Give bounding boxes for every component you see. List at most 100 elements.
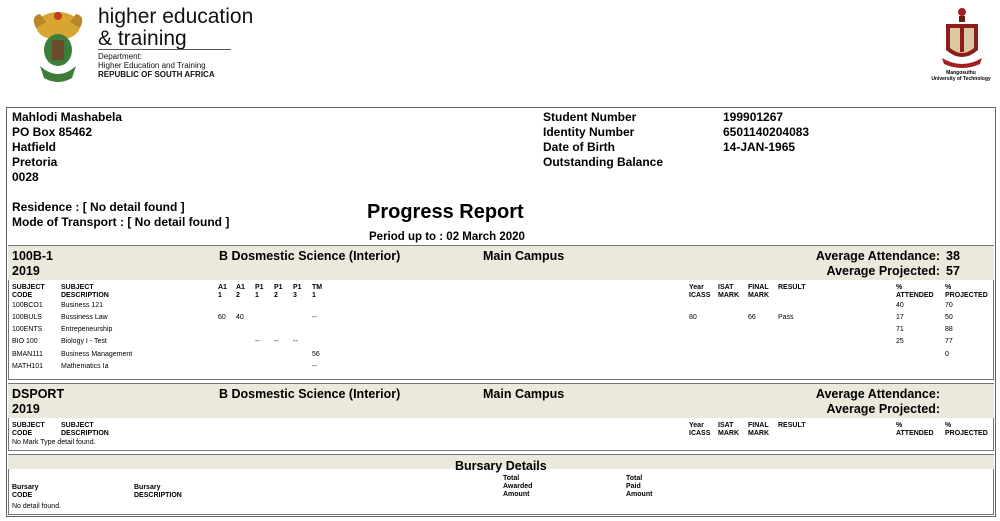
university-name-line-1: Mangosuthu [946,70,976,76]
col-p1-1-n: 1 [255,292,259,299]
cell-year: 80 [689,314,697,321]
report-period: Period up to : 02 March 2020 [369,231,525,243]
programme-band-1 [8,246,994,280]
cell-desc: Business 121 [61,302,104,309]
col-projected: % [945,284,952,291]
coat-of-arms-logo [33,12,83,82]
col-isat: ISAT [718,422,734,429]
col-isat-2: MARK [718,292,739,299]
cell-code: 100BULS [12,314,42,321]
cell-code: 100ENTS [12,326,43,333]
avg-projected-label-2: Average Projected: [826,402,940,416]
campus-name: Main Campus [483,249,565,263]
awarded-header: Total [503,475,520,482]
campus-name-2: Main Campus [483,387,565,401]
outstanding-balance [723,155,809,170]
cell-desc: Biology I - Test [61,338,107,345]
dhet-department: Department: Higher Education and Trainin… [98,52,215,79]
cell-proj: 70 [945,302,953,309]
postal-code: 0028 [12,170,39,184]
cell-p1b: -- [274,338,279,345]
cell-att: 17 [896,314,904,321]
col-year-2: ICASS [689,430,711,437]
col-attended: % [896,284,903,291]
cell-tm: -- [312,363,317,370]
col-result: RESULT [778,422,806,429]
brand-line-2: & training [98,27,187,50]
report-title: Progress Report [367,201,524,223]
avg-attendance-label-2: Average Attendance: [815,387,940,401]
programme-name-2: B Dosmestic Science (Interior) [219,387,401,401]
cell-desc: Business Management [61,351,133,358]
identity-number: 6501140204083 [723,125,810,139]
cell-p1a: -- [255,338,260,345]
bursary-band [8,455,994,469]
cell-att: 40 [896,302,904,309]
programme-code-2: DSPORT [12,387,65,401]
university-name: Mangosuthu University of Technology [926,70,996,82]
cell-desc: Bussiness Law [61,314,108,321]
col-isat-2: MARK [718,430,739,437]
col-a1-2: A1 [236,284,245,291]
address-line-2: Hatfield [12,140,57,154]
label-student-number: Student Number [543,110,637,124]
cell-code: 100BCO1 [12,302,43,309]
col-a1-1-n: 1 [218,292,222,299]
col-final: FINAL [748,422,769,429]
col-p1-2: P1 [274,284,283,291]
bursary-desc-header-2: DESCRIPTION [134,492,182,499]
cell-proj: 0 [945,351,949,358]
cell-code: BIO 100 [12,338,38,345]
paid-header: Total [626,475,643,482]
programme-name: B Dosmestic Science (Interior) [219,249,401,263]
paid-header-2: Paid [626,483,641,490]
cell-proj: 50 [945,314,953,321]
label-outstanding-balance: Outstanding Balance [543,155,664,169]
university-name-line-2: University of Technology [931,76,991,82]
col-isat: ISAT [718,284,734,291]
avg-projected-label: Average Projected: [826,264,940,278]
cell-desc: Mathematics Ia [61,363,109,370]
programme-year-2: 2019 [12,402,40,416]
col-final-2: MARK [748,292,769,299]
col-projected-2: PROJECTED [945,292,988,299]
cell-result: Pass [778,314,794,321]
bursary-block [8,454,994,515]
avg-attendance-value: 38 [946,249,960,263]
cell-code: MATH101 [12,363,43,370]
avg-attendance-label: Average Attendance: [815,249,940,263]
col-p1-2-n: 2 [274,292,278,299]
cell-proj: 77 [945,338,953,345]
programme-year: 2019 [12,264,40,278]
col-final: FINAL [748,284,769,291]
cell-att: 71 [896,326,904,333]
col-subject-code-2: CODE [12,292,33,299]
col-projected: % [945,422,952,429]
awarded-header-3: Amount [503,491,530,498]
col-attended: % [896,422,903,429]
col-attended-2: ATTENDED [896,430,934,437]
address-line-3: Pretoria [12,155,58,169]
col-subject-desc-2: DESCRIPTION [61,430,109,437]
cell-tm: -- [312,314,317,321]
cell-proj: 88 [945,326,953,333]
cell-final: 66 [748,314,756,321]
col-subject-code-2: CODE [12,430,33,437]
transport-text: Mode of Transport : [ No detail found ] [12,215,230,229]
paid-header-3: Amount [626,491,653,498]
col-a1-1: A1 [218,284,227,291]
cell-p1c: -- [293,338,298,345]
col-year: Year [689,422,704,429]
col-subject-desc: SUBJECT [61,422,94,429]
col-year: Year [689,284,704,291]
col-attended-2: ATTENDED [896,292,934,299]
address-line-1: PO Box 85462 [12,125,93,139]
col-a1-2-n: 2 [236,292,240,299]
report-frame [6,107,996,517]
col-p1-1: P1 [255,284,264,291]
col-year-2: ICASS [689,292,711,299]
university-crest-logo [942,8,982,68]
bursary-code-header-2: CODE [12,492,33,499]
brand-line-1: higher education [98,5,254,28]
col-p1-3: P1 [293,284,302,291]
